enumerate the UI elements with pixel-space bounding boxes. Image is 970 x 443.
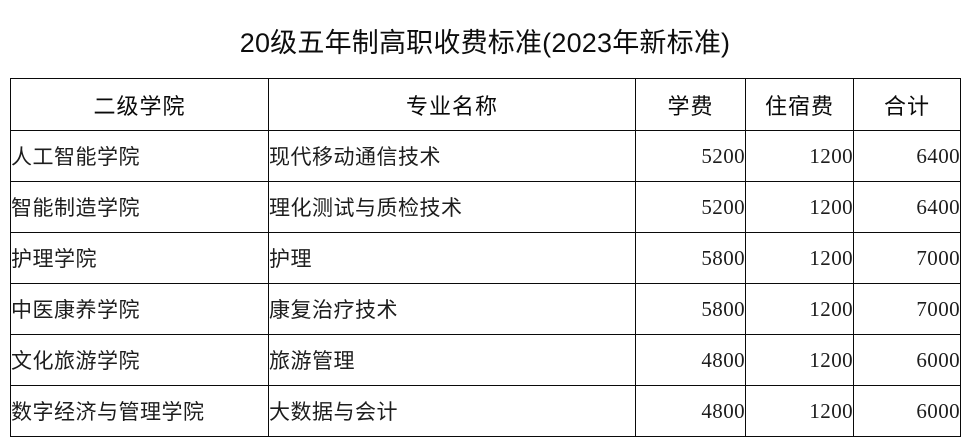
cell-tuition: 5800 bbox=[635, 283, 746, 335]
cell-total: 6400 bbox=[853, 130, 961, 182]
fee-standard-table: 二级学院 专业名称 学费 住宿费 合计 人工智能学院 现代移动通信技术 5200… bbox=[10, 78, 961, 437]
cell-college: 数字经济与管理学院 bbox=[10, 385, 269, 437]
cell-college: 中医康养学院 bbox=[10, 283, 269, 335]
cell-dorm: 1200 bbox=[745, 385, 854, 437]
cell-college: 智能制造学院 bbox=[10, 181, 269, 233]
cell-major: 康复治疗技术 bbox=[268, 283, 636, 335]
cell-major: 旅游管理 bbox=[268, 334, 636, 386]
table-body: 人工智能学院 现代移动通信技术 5200 1200 6400 智能制造学院 理化… bbox=[10, 130, 961, 437]
column-header-major: 专业名称 bbox=[268, 78, 636, 131]
cell-dorm: 1200 bbox=[745, 130, 854, 182]
cell-total: 6400 bbox=[853, 181, 961, 233]
cell-tuition: 5200 bbox=[635, 181, 746, 233]
fee-table-container: 二级学院 专业名称 学费 住宿费 合计 人工智能学院 现代移动通信技术 5200… bbox=[10, 78, 961, 437]
cell-total: 7000 bbox=[853, 232, 961, 284]
table-row: 人工智能学院 现代移动通信技术 5200 1200 6400 bbox=[10, 130, 961, 182]
cell-dorm: 1200 bbox=[745, 283, 854, 335]
table-header-row: 二级学院 专业名称 学费 住宿费 合计 bbox=[10, 78, 961, 131]
cell-major: 护理 bbox=[268, 232, 636, 284]
cell-dorm: 1200 bbox=[745, 334, 854, 386]
column-header-tuition: 学费 bbox=[635, 78, 746, 131]
cell-dorm: 1200 bbox=[745, 181, 854, 233]
column-header-dorm: 住宿费 bbox=[745, 78, 854, 131]
cell-college: 护理学院 bbox=[10, 232, 269, 284]
column-header-total: 合计 bbox=[853, 78, 961, 131]
table-row: 数字经济与管理学院 大数据与会计 4800 1200 6000 bbox=[10, 385, 961, 437]
cell-major: 理化测试与质检技术 bbox=[268, 181, 636, 233]
table-row: 护理学院 护理 5800 1200 7000 bbox=[10, 232, 961, 284]
cell-total: 7000 bbox=[853, 283, 961, 335]
cell-total: 6000 bbox=[853, 334, 961, 386]
cell-college: 人工智能学院 bbox=[10, 130, 269, 182]
cell-major: 现代移动通信技术 bbox=[268, 130, 636, 182]
cell-college: 文化旅游学院 bbox=[10, 334, 269, 386]
cell-major: 大数据与会计 bbox=[268, 385, 636, 437]
table-row: 中医康养学院 康复治疗技术 5800 1200 7000 bbox=[10, 283, 961, 335]
column-header-college: 二级学院 bbox=[10, 78, 269, 131]
cell-tuition: 4800 bbox=[635, 385, 746, 437]
cell-dorm: 1200 bbox=[745, 232, 854, 284]
table-row: 文化旅游学院 旅游管理 4800 1200 6000 bbox=[10, 334, 961, 386]
cell-total: 6000 bbox=[853, 385, 961, 437]
table-header: 二级学院 专业名称 学费 住宿费 合计 bbox=[10, 78, 961, 131]
table-row: 智能制造学院 理化测试与质检技术 5200 1200 6400 bbox=[10, 181, 961, 233]
page-title: 20级五年制高职收费标准(2023年新标准) bbox=[239, 28, 731, 58]
cell-tuition: 5800 bbox=[635, 232, 746, 284]
cell-tuition: 5200 bbox=[635, 130, 746, 182]
cell-tuition: 4800 bbox=[635, 334, 746, 386]
